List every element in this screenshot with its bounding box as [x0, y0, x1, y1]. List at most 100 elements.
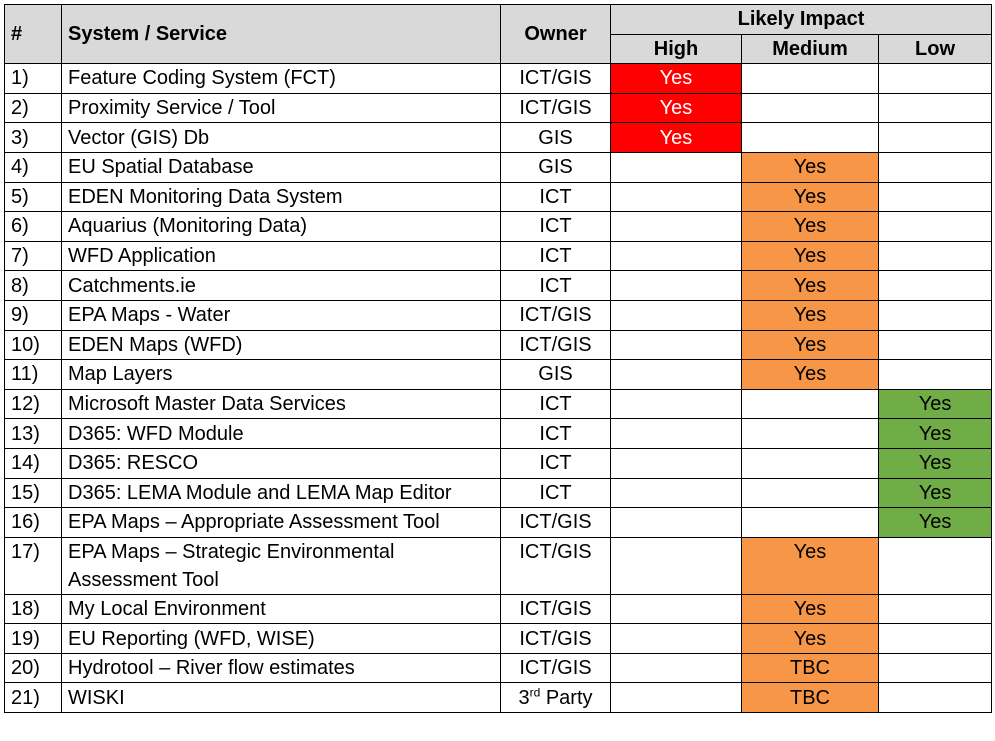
- row-number: 21): [4, 682, 62, 714]
- impact-medium-cell: [741, 92, 879, 124]
- table-row: 2) Proximity Service / Tool ICT/GIS Yes: [4, 92, 993, 124]
- impact-medium-cell: [741, 507, 879, 538]
- impact-medium-cell: Yes: [741, 623, 879, 654]
- impact-medium-cell: Yes: [741, 299, 879, 331]
- row-number: 9): [4, 299, 62, 331]
- impact-low-cell: [877, 299, 993, 331]
- header-system: System / Service: [61, 3, 501, 65]
- impact-high-cell: [610, 623, 742, 654]
- impact-low-cell: Yes: [877, 477, 993, 509]
- header-owner: Owner: [500, 3, 611, 65]
- owner: GIS: [500, 122, 611, 153]
- system-name: WISKI: [61, 682, 501, 714]
- impact-low-cell: Yes: [877, 388, 993, 420]
- impact-low-cell: [877, 151, 993, 183]
- owner: ICT/GIS: [500, 92, 611, 124]
- header-likely-impact: Likely Impact: [609, 4, 993, 35]
- impact-low-cell: [877, 181, 993, 213]
- impact-high-cell: [610, 270, 742, 301]
- system-name-line: EPA Maps – Strategic Environmental: [68, 540, 395, 563]
- impact-medium-cell: Yes: [741, 181, 879, 213]
- owner: 3rd Party: [500, 682, 611, 714]
- impact-high-cell: Yes: [610, 92, 742, 124]
- impact-medium-cell: [741, 447, 879, 479]
- impact-medium-cell: Yes: [741, 270, 879, 301]
- impact-low-cell: [877, 92, 993, 124]
- impact-low-cell: [877, 63, 993, 94]
- table-row: 16) EPA Maps – Appropriate Assessment Too…: [4, 507, 993, 538]
- impact-high-cell: [610, 329, 742, 361]
- table-row: 19) EU Reporting (WFD, WISE) ICT/GIS Yes: [4, 623, 993, 654]
- table-row: 5) EDEN Monitoring Data System ICT Yes: [4, 181, 993, 213]
- owner: ICT/GIS: [500, 593, 611, 625]
- impact-medium-cell: Yes: [741, 240, 879, 272]
- impact-medium-cell: TBC: [741, 682, 879, 714]
- table-header: # System / Service Owner Likely Impact H…: [4, 3, 993, 65]
- system-name: Microsoft Master Data Services: [61, 388, 501, 420]
- table-row: 20) Hydrotool – River flow estimates ICT/G…: [4, 652, 993, 684]
- table-row: 4) EU Spatial Database GIS Yes: [4, 151, 993, 183]
- table-row: 6) Aquarius (Monitoring Data) ICT Yes: [4, 211, 993, 242]
- table-row: 11) Map Layers GIS Yes: [4, 359, 993, 390]
- owner: ICT/GIS: [500, 329, 611, 361]
- system-name: EDEN Monitoring Data System: [61, 181, 501, 213]
- impact-high-cell: [610, 211, 742, 242]
- owner: GIS: [500, 359, 611, 390]
- impact-medium-cell: Yes: [741, 329, 879, 361]
- row-number: 19): [4, 623, 62, 654]
- impact-high-cell: [610, 652, 742, 684]
- table-row: 15) D365: LEMA Module and LEMA Map Editor…: [4, 477, 993, 509]
- impact-low-cell: Yes: [877, 447, 993, 479]
- row-number: 7): [4, 240, 62, 272]
- row-number: 3): [4, 122, 62, 153]
- owner: ICT: [500, 240, 611, 272]
- impact-medium-cell: [741, 388, 879, 420]
- table-row: 14) D365: RESCO ICT Yes: [4, 447, 993, 479]
- impact-medium-cell: [741, 477, 879, 509]
- impact-low-cell: Yes: [877, 418, 993, 449]
- impact-high-cell: [610, 477, 742, 509]
- impact-high-cell: [610, 388, 742, 420]
- impact-high-cell: [610, 447, 742, 479]
- impact-medium-cell: Yes: [741, 151, 879, 183]
- impact-medium-cell: Yes: [741, 536, 879, 595]
- row-number: 16): [4, 507, 62, 538]
- system-name: Aquarius (Monitoring Data): [61, 211, 501, 242]
- owner: GIS: [500, 151, 611, 183]
- owner-superscript: rd: [529, 685, 541, 700]
- impact-high-cell: Yes: [610, 63, 742, 94]
- impact-high-cell: [610, 682, 742, 714]
- impact-low-cell: [877, 211, 993, 242]
- row-number: 5): [4, 181, 62, 213]
- owner: ICT: [500, 447, 611, 479]
- header-low: Low: [877, 33, 993, 65]
- row-number: 17): [4, 536, 62, 595]
- impact-high-cell: [610, 299, 742, 331]
- row-number: 4): [4, 151, 62, 183]
- impact-high-cell: [610, 151, 742, 183]
- row-number: 6): [4, 211, 62, 242]
- table-row: 1) Feature Coding System (FCT) ICT/GIS Yes: [4, 63, 993, 94]
- owner-text: 3: [518, 686, 530, 709]
- impact-medium-cell: Yes: [741, 593, 879, 625]
- row-number: 20): [4, 652, 62, 684]
- table-row: 13) D365: WFD Module ICT Yes: [4, 418, 993, 449]
- row-number: 14): [4, 447, 62, 479]
- system-name: Catchments.ie: [61, 270, 501, 301]
- system-name: D365: LEMA Module and LEMA Map Editor: [61, 477, 501, 509]
- system-name: Vector (GIS) Db: [61, 122, 501, 153]
- owner: ICT: [500, 477, 611, 509]
- impact-high-cell: [610, 593, 742, 625]
- impact-medium-cell: Yes: [741, 359, 879, 390]
- impact-low-cell: [877, 240, 993, 272]
- system-name: EPA Maps – Appropriate Assessment Tool: [61, 507, 501, 538]
- table-row: 7) WFD Application ICT Yes: [4, 240, 993, 272]
- table-body: 1) Feature Coding System (FCT) ICT/GIS Yes 2…: [4, 63, 993, 714]
- impact-medium-cell: [741, 418, 879, 449]
- impact-low-cell: [877, 682, 993, 714]
- owner: ICT: [500, 418, 611, 449]
- table-row: 9) EPA Maps - Water ICT/GIS Yes: [4, 299, 993, 331]
- row-number: 8): [4, 270, 62, 301]
- system-name: EDEN Maps (WFD): [61, 329, 501, 361]
- owner: ICT: [500, 181, 611, 213]
